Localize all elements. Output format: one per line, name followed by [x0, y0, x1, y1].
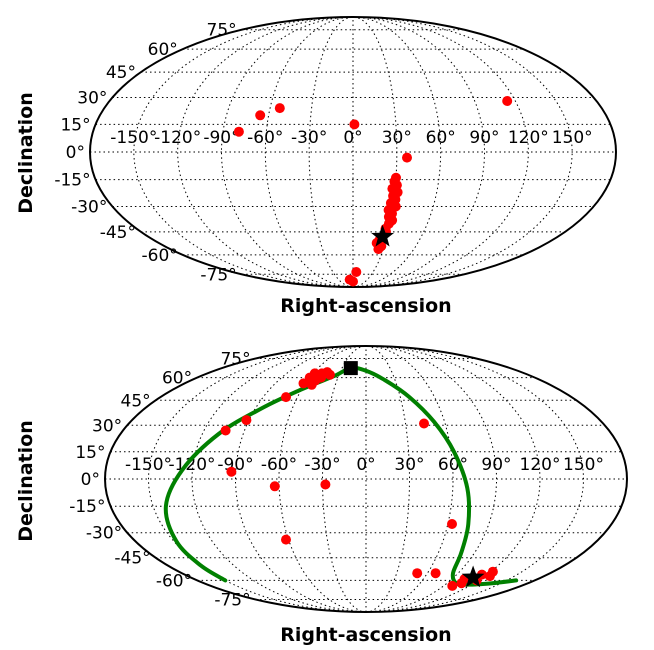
- top-ra-tick-label: 0°: [343, 128, 362, 148]
- top-ra-tick-label: -60°: [247, 128, 283, 148]
- top-ra-tick-label: 120°: [508, 128, 549, 148]
- bottom-data-point: [447, 519, 457, 529]
- top-x-axis-label: Right-ascension: [280, 295, 451, 317]
- bottom-ra-tick-label: -30°: [304, 455, 340, 475]
- bottom-dec-tick-label: 15°: [75, 443, 105, 463]
- top-data-point: [373, 244, 384, 255]
- top-dec-tick-label: 30°: [77, 89, 107, 109]
- sky-map-top-frame: [89, 16, 617, 288]
- top-y-axis-label: Declination: [15, 92, 37, 213]
- bottom-data-point: [241, 415, 252, 426]
- bottom-ra-tick-label: 30°: [394, 455, 424, 475]
- top-ra-tick-label: -150°: [110, 128, 157, 148]
- bottom-ra-tick-label: -90°: [217, 455, 253, 475]
- bottom-dec-tick-label: -60°: [156, 571, 192, 591]
- bottom-ra-tick-label: -60°: [261, 455, 297, 475]
- bottom-data-point: [324, 369, 335, 380]
- top-data-point: [274, 103, 285, 114]
- bottom-data-point: [226, 466, 237, 477]
- top-data-point: [502, 96, 513, 106]
- bottom-x-axis-label: Right-ascension: [280, 624, 451, 646]
- bottom-dec-tick-label: 75°: [220, 350, 250, 370]
- bottom-square-marker: [343, 361, 358, 376]
- bottom-data-point: [306, 379, 317, 390]
- top-ra-tick-label: 150°: [552, 128, 593, 148]
- top-dec-tick-label: 0°: [66, 143, 85, 163]
- sky-map-bottom-frame: [104, 345, 628, 613]
- bottom-data-point: [447, 580, 458, 591]
- bottom-dec-tick-label: 45°: [121, 391, 151, 411]
- bottom-ra-tick-label: -150°: [125, 455, 172, 475]
- sky-map-bottom: -150°-120° -90° -60° -30° 0° 30° 60° 90° 120° 150…: [15, 345, 628, 646]
- top-meridian-gridline: [308, 16, 354, 288]
- bottom-data-point: [484, 571, 495, 582]
- top-dec-tick-label: 15°: [60, 115, 90, 135]
- bottom-data-point: [309, 368, 320, 379]
- top-ra-tick-label: 90°: [469, 128, 499, 148]
- top-data-point: [348, 276, 358, 287]
- bottom-meridian-gridline: [147, 345, 367, 613]
- bottom-data-point: [430, 568, 441, 579]
- bottom-data-point: [412, 568, 423, 579]
- bottom-dec-tick-label: -75°: [214, 591, 250, 611]
- sky-map-top: -150°-120° -90° -60° -30° 0° 30° 60° 90° 120° 150…: [15, 16, 617, 317]
- top-ra-tick-label: -90°: [203, 128, 239, 148]
- top-data-point: [402, 152, 412, 163]
- bottom-star-marker: [461, 565, 485, 588]
- top-dec-tick-label: 75°: [207, 21, 237, 41]
- bottom-dec-tick-label: 0°: [81, 470, 100, 490]
- bottom-data-point: [320, 479, 331, 490]
- top-dec-tick-label: 60°: [148, 40, 178, 60]
- top-dec-tick-label: -60°: [142, 246, 178, 266]
- bottom-data-point: [456, 578, 467, 589]
- top-data-point: [351, 267, 362, 277]
- top-data-point: [255, 110, 266, 121]
- bottom-meridian-gridline: [365, 345, 541, 613]
- bottom-dec-tick-label: 30°: [92, 416, 122, 436]
- top-ra-tick-label: 30°: [382, 128, 412, 148]
- bottom-data-point: [220, 425, 231, 436]
- top-ra-tick-label: -120°: [154, 128, 201, 148]
- bottom-y-axis-label: Declination: [15, 420, 37, 541]
- bottom-track-line: [163, 365, 519, 587]
- bottom-meridian-gridline: [191, 345, 367, 613]
- bottom-data-point: [298, 378, 309, 389]
- bottom-dec-tick-label: 60°: [162, 369, 192, 389]
- bottom-ra-tick-label: 150°: [563, 455, 604, 475]
- top-data-point: [233, 126, 244, 137]
- bottom-data-point: [281, 392, 291, 403]
- bottom-dec-tick-label: -15°: [69, 497, 105, 517]
- bottom-data-point: [281, 534, 291, 545]
- bottom-dec-tick-label: -30°: [86, 524, 122, 544]
- top-ra-tick-label: -30°: [291, 128, 327, 148]
- top-ra-tick-label: 60°: [426, 128, 456, 148]
- top-meridian-gridline: [352, 16, 442, 288]
- bottom-ra-tick-label: 120°: [520, 455, 561, 475]
- top-dec-tick-label: -15°: [54, 171, 90, 191]
- top-meridian-gridline: [177, 16, 354, 288]
- top-dec-tick-label: -30°: [71, 198, 107, 218]
- top-data-point: [349, 119, 360, 130]
- top-star-marker: [371, 224, 394, 247]
- top-dec-tick-label: -45°: [100, 223, 136, 243]
- bottom-data-point: [269, 481, 280, 492]
- bottom-dec-tick-label: -45°: [114, 549, 150, 569]
- bottom-ra-tick-label: 90°: [481, 455, 511, 475]
- top-dec-tick-label: -75°: [200, 265, 236, 285]
- bottom-ra-tick-label: 0°: [356, 455, 375, 475]
- top-dec-tick-label: 45°: [106, 63, 136, 83]
- bottom-data-point: [419, 418, 429, 429]
